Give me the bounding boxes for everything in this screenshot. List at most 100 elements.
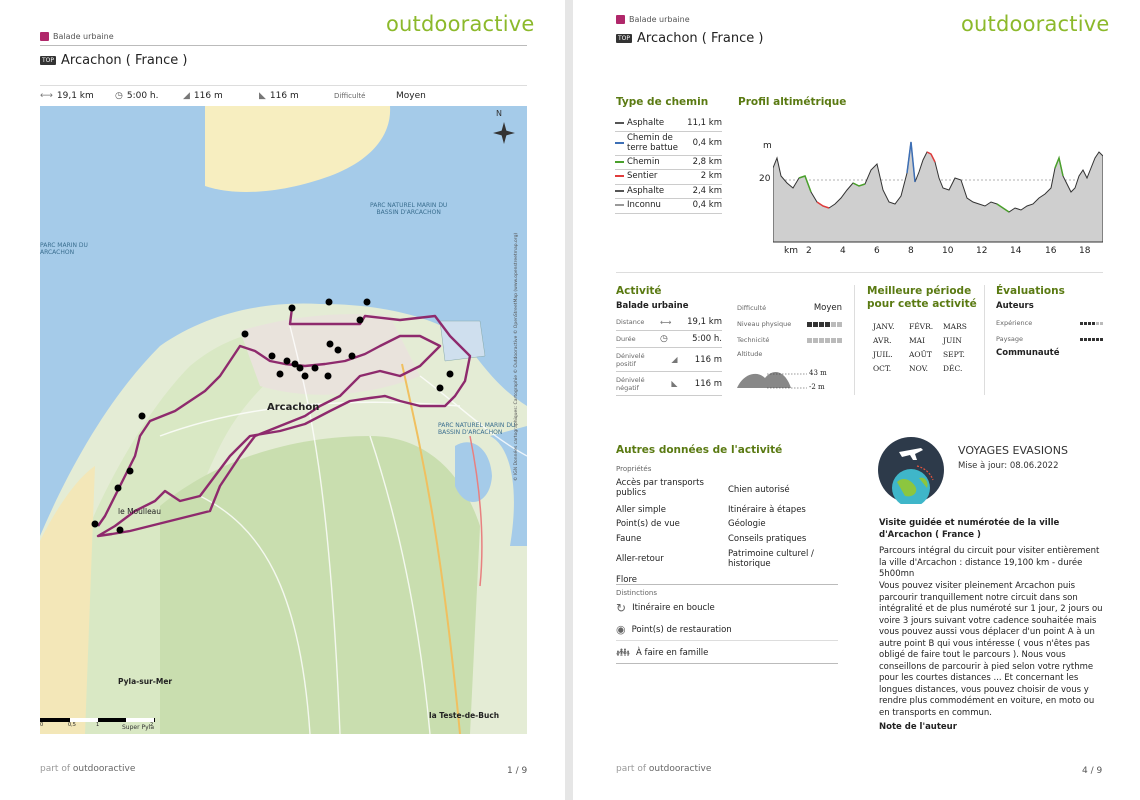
footer: part of outdooractive (40, 764, 136, 774)
distance-icon: ⟷ (660, 317, 672, 327)
property-item: Chien autorisé (728, 485, 790, 495)
author-name[interactable]: VOYAGES EVASIONS (958, 444, 1068, 457)
path-type-value: 2,4 km (684, 184, 722, 199)
rating-dot (831, 337, 836, 343)
profile-x-tick: 8 (908, 246, 914, 256)
category: Balade urbaine (40, 32, 114, 41)
month-1: FÉVR. (909, 322, 934, 331)
map-label-teste: la Teste-de-Buch (429, 711, 500, 720)
month-8: SEPT. (943, 350, 965, 359)
brand-logo: outdooractive (386, 12, 535, 36)
map-label-moulleau: le Moulleau (118, 507, 162, 516)
rating-dot (1092, 322, 1095, 325)
clock-icon: ◷ (659, 334, 668, 344)
family-icon: 👪︎ (616, 646, 630, 659)
rating-dot (1088, 322, 1091, 325)
author-avatar[interactable] (877, 436, 945, 504)
category-label: Balade urbaine (53, 32, 114, 41)
activity-duration: Durée ◷ 5:00 h. (616, 331, 722, 348)
altitude-min: -2 m (809, 383, 825, 391)
property-item: Patrimoine culturel / historique (728, 549, 814, 569)
distinction-loop: ↻ Itinéraire en boucle (616, 601, 715, 615)
technical-level-dots (806, 336, 842, 345)
activity-type: Balade urbaine (616, 301, 689, 311)
rating-dot (1080, 338, 1083, 341)
distance-icon: ⟷ (40, 91, 53, 101)
page-number: 1 / 9 (507, 766, 528, 776)
stats-row: ⟷ 19,1 km ◷ 5:00 h. ◢ 116 m ◣ 116 m Diff… (40, 86, 527, 106)
path-type-swatch (615, 122, 624, 124)
month-3: AVR. (873, 336, 892, 345)
path-type-row: Chemin 2,8 km (615, 155, 722, 170)
loop-icon: ↻ (616, 601, 627, 615)
rating-dot (813, 337, 818, 343)
path-type-name: Chemin (627, 156, 660, 167)
rating-dot (813, 321, 818, 327)
path-type-swatch (615, 141, 624, 144)
property-item: Point(s) de vue (616, 519, 680, 529)
path-type-row: Inconnu 0,4 km (615, 198, 722, 214)
route-map[interactable]: N PARC NATUREL MARIN DU BASSIN D'ARCACHON… (40, 106, 527, 734)
page-number: 4 / 9 (1082, 766, 1103, 776)
distinction-restaurant: ◉ Point(s) de restauration (616, 623, 732, 636)
difficulty-block: Difficulté Moyen Niveau physique Technic… (737, 303, 842, 358)
elevation-profile-chart[interactable] (773, 128, 1103, 244)
month-5: JUIN (943, 336, 962, 345)
path-type-row: Asphalte 2,4 km (615, 184, 722, 199)
profile-x-tick: 12 (976, 246, 988, 256)
urban-area (240, 314, 420, 395)
brand-logo: outdooractive (961, 12, 1110, 36)
months-grid: JANV. FÉVR. MARS AVR. MAI JUIN JUIL. AOÛT SEPT. O… (873, 322, 977, 373)
profile-x-unit: km (784, 246, 798, 256)
property-item: Accès par transports publics (616, 478, 704, 498)
walk-icon (40, 32, 49, 41)
profile-area (773, 141, 1103, 243)
month-4: MAI (909, 336, 926, 345)
heading-periode: Meilleure période pour cette activité (867, 285, 977, 310)
roads (159, 325, 527, 734)
beach (40, 466, 95, 734)
profile-x-tick: 4 (840, 246, 846, 256)
rating-dot (1084, 338, 1087, 341)
rating-dot (837, 321, 842, 327)
page-4: outdooractive Balade urbaine TOP Arcacho… (573, 0, 1140, 800)
map-label-park-east: PARC NATUREL MARIN DU BASSIN D'ARCACHON (438, 422, 516, 436)
month-10: NOV. (909, 364, 929, 373)
route-line[interactable] (96, 307, 472, 538)
heading-profile: Profil altimétrique (738, 96, 847, 108)
path-type-value: 2 km (684, 169, 722, 185)
lake (455, 442, 492, 503)
property-item: Aller simple (616, 505, 667, 515)
port (439, 320, 486, 362)
forest-dune (80, 326, 300, 734)
title-text: Arcachon ( France ) (637, 31, 764, 46)
rating-dot (825, 337, 830, 343)
rating-dot (1092, 338, 1095, 341)
altitude-max: 43 m (809, 369, 827, 377)
eval-paysage: Paysage (996, 334, 1103, 343)
path-type-name: Asphalte (627, 185, 665, 196)
profile-y-unit: m (763, 141, 772, 151)
path-type-name: Inconnu (627, 200, 661, 210)
difficulty-value: Moyen (396, 91, 426, 101)
path-type-value: 2,8 km (684, 155, 722, 170)
rating-dot (807, 321, 812, 327)
profile-x-ticks: 2 4 6 8 10 12 14 16 18 (773, 246, 1103, 258)
property-item: Aller-retour (616, 554, 664, 564)
path-type-name: Sentier (627, 171, 658, 181)
north-label: N (496, 109, 502, 118)
experience-dots (1079, 318, 1103, 327)
page-title: TOP Arcachon ( France ) (616, 31, 763, 46)
rating-dot (825, 321, 830, 327)
footer: part of outdooractive (616, 764, 712, 774)
rating-dot (1096, 338, 1099, 341)
descent-icon: ◣ (259, 91, 266, 101)
activity-distance: Distance ⟷ 19,1 km (616, 314, 722, 331)
profile-x-tick: 10 (942, 246, 954, 256)
heading-activite: Activité (616, 285, 662, 297)
month-11: DÉC. (943, 364, 963, 373)
forest-south (160, 436, 480, 734)
path-type-swatch (615, 189, 624, 192)
north-arrow (493, 122, 515, 144)
physical-level-dots (806, 320, 842, 329)
